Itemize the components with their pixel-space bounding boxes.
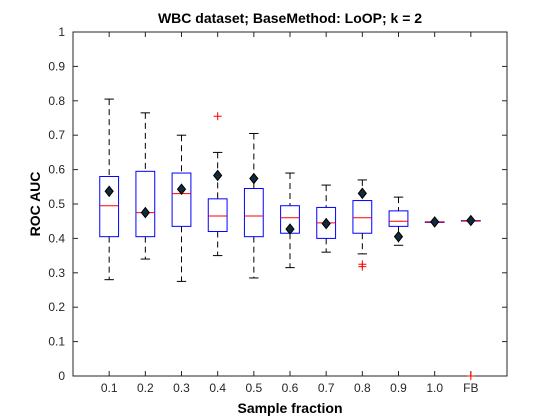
box-group-0.5 — [243, 132, 264, 279]
y-tick-label: 0.2 — [48, 300, 65, 314]
x-tick-label: 0.6 — [282, 381, 299, 395]
y-tick-label: 0.7 — [48, 128, 65, 142]
box-group-0.3 — [171, 134, 192, 282]
y-axis: 0 0.1 0.2 0.3 0.4 0.5 0.6 0.7 0.8 0.9 1 — [48, 25, 507, 383]
x-tick-label: 0.1 — [101, 381, 118, 395]
x-tick-label: FB — [463, 381, 478, 395]
iqr-box — [99, 175, 120, 238]
mean-marker — [249, 172, 259, 185]
x-tick-label: 0.3 — [173, 381, 190, 395]
x-tick-label: 0.2 — [137, 381, 154, 395]
x-axis: 0.1 0.2 0.3 0.4 0.5 0.6 0.7 0.8 0.9 1.0 FB — [101, 32, 479, 395]
mean-marker — [176, 183, 187, 196]
y-tick-label: 0.3 — [48, 266, 65, 280]
outlier-marker — [213, 112, 222, 121]
outlier-marker — [358, 262, 367, 271]
iqr-box — [135, 170, 156, 238]
box-group-1.0 — [424, 216, 445, 228]
y-tick-label: 0.6 — [48, 163, 65, 177]
y-tick-label: 0.5 — [48, 197, 65, 211]
mean-marker — [213, 169, 223, 182]
y-tick-label: 0.4 — [48, 231, 65, 245]
box-group-0.4 — [207, 112, 228, 257]
mean-marker — [393, 230, 404, 243]
y-tick-label: 0 — [58, 369, 65, 383]
mean-marker — [321, 217, 331, 230]
x-tick-label: 0.7 — [318, 381, 335, 395]
mean-marker — [357, 187, 367, 200]
box-group-0.8 — [352, 179, 373, 271]
mean-marker — [466, 214, 476, 227]
outlier-marker — [466, 372, 475, 380]
box-group-0.7 — [316, 184, 337, 253]
x-tick-label: 0.4 — [209, 381, 226, 395]
iqr-box — [243, 188, 264, 238]
box-series — [99, 98, 481, 380]
box-group-0.2 — [135, 112, 156, 260]
y-axis-label: ROC AUC — [27, 172, 43, 237]
box-group-0.6 — [280, 172, 300, 269]
iqr-box — [171, 172, 192, 227]
iqr-box — [388, 210, 409, 227]
x-tick-label: 1.0 — [426, 381, 443, 395]
y-tick-label: 0.1 — [48, 335, 65, 349]
x-tick-label: 0.8 — [354, 381, 371, 395]
iqr-box — [207, 198, 228, 233]
x-tick-label: 0.9 — [390, 381, 407, 395]
mean-marker — [285, 223, 295, 235]
mean-marker — [104, 185, 114, 198]
chart-title: WBC dataset; BaseMethod: LoOP; k = 2 — [158, 10, 422, 26]
iqr-box — [352, 200, 373, 234]
mean-marker — [140, 206, 150, 219]
box-group-FB — [460, 214, 481, 380]
box-group-0.9 — [388, 196, 409, 246]
y-tick-label: 1 — [58, 25, 65, 39]
x-axis-label: Sample fraction — [237, 400, 342, 416]
box-group-0.1 — [99, 98, 120, 281]
mean-marker — [430, 216, 440, 228]
y-tick-label: 0.8 — [48, 94, 65, 108]
y-tick-label: 0.9 — [48, 59, 65, 73]
x-tick-label: 0.5 — [245, 381, 262, 395]
